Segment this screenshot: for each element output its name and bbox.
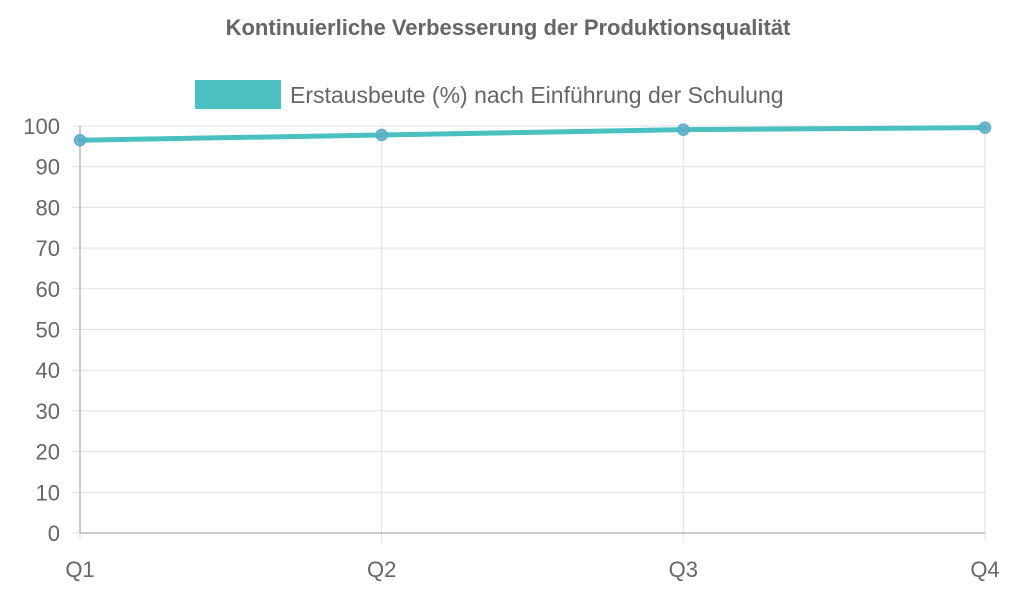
- data-point[interactable]: [73, 133, 87, 147]
- y-tick-label: 20: [36, 440, 60, 465]
- y-tick-label: 60: [36, 277, 60, 302]
- x-tick-label: Q4: [970, 557, 999, 582]
- y-tick-label: 70: [36, 236, 60, 261]
- y-tick-label: 90: [36, 155, 60, 180]
- legend[interactable]: Erstausbeute (%) nach Einführung der Sch…: [195, 80, 784, 109]
- data-point[interactable]: [978, 121, 992, 134]
- x-tick-label: Q1: [65, 557, 94, 582]
- data-point[interactable]: [677, 123, 690, 136]
- y-axis-ticks: 0 10 20 30 40 50 60 70 80 90 100: [23, 114, 60, 546]
- legend-label: Erstausbeute (%) nach Einführung der Sch…: [290, 82, 784, 108]
- y-tick-label: 10: [36, 480, 60, 505]
- x-axis-ticks: Q1 Q2 Q3 Q4: [65, 557, 999, 582]
- y-tick-label: 30: [36, 399, 60, 424]
- x-tick-label: Q3: [669, 557, 698, 582]
- chart-title: Kontinuierliche Verbesserung der Produkt…: [226, 15, 791, 40]
- grid: [72, 125, 986, 541]
- data-point[interactable]: [375, 128, 388, 142]
- y-tick-label: 50: [36, 318, 60, 343]
- series-layer: [73, 121, 992, 147]
- series-line: [77, 125, 988, 143]
- x-tick-label: Q2: [367, 557, 396, 582]
- y-tick-label: 40: [36, 358, 60, 383]
- legend-swatch[interactable]: [195, 80, 281, 109]
- axes: [79, 126, 985, 534]
- y-tick-label: 80: [36, 195, 60, 220]
- y-tick-label: 100: [23, 114, 60, 139]
- y-tick-label: 0: [48, 521, 60, 546]
